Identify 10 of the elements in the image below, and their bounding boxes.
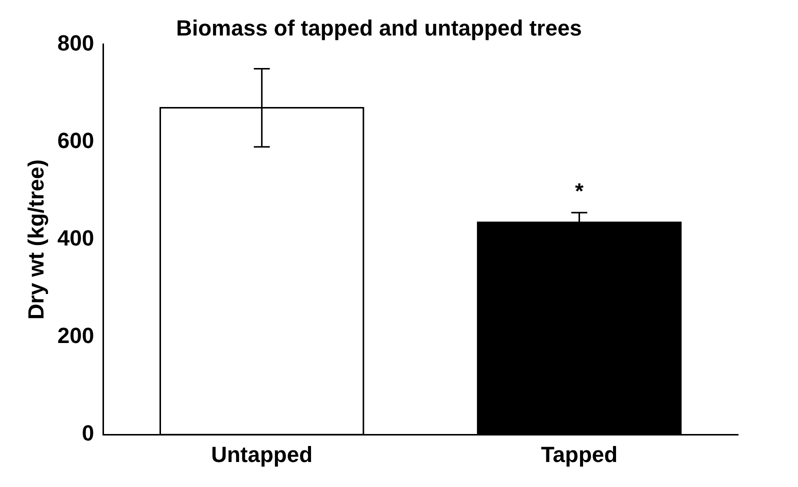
- y-tick-label: 800: [57, 30, 94, 56]
- y-tick-label: 200: [57, 323, 94, 348]
- x-tick-label: Tapped: [540, 442, 618, 467]
- y-tick-label: 600: [57, 128, 94, 154]
- y-tick-label: 400: [57, 226, 94, 251]
- annotation: *: [574, 178, 584, 204]
- y-tick-label: 0: [82, 420, 94, 446]
- y-axis-title: Dry wt (kg/tree): [23, 159, 48, 320]
- x-tick-label: Untapped: [211, 442, 313, 467]
- chart-title: Biomass of tapped and untapped trees: [176, 15, 582, 40]
